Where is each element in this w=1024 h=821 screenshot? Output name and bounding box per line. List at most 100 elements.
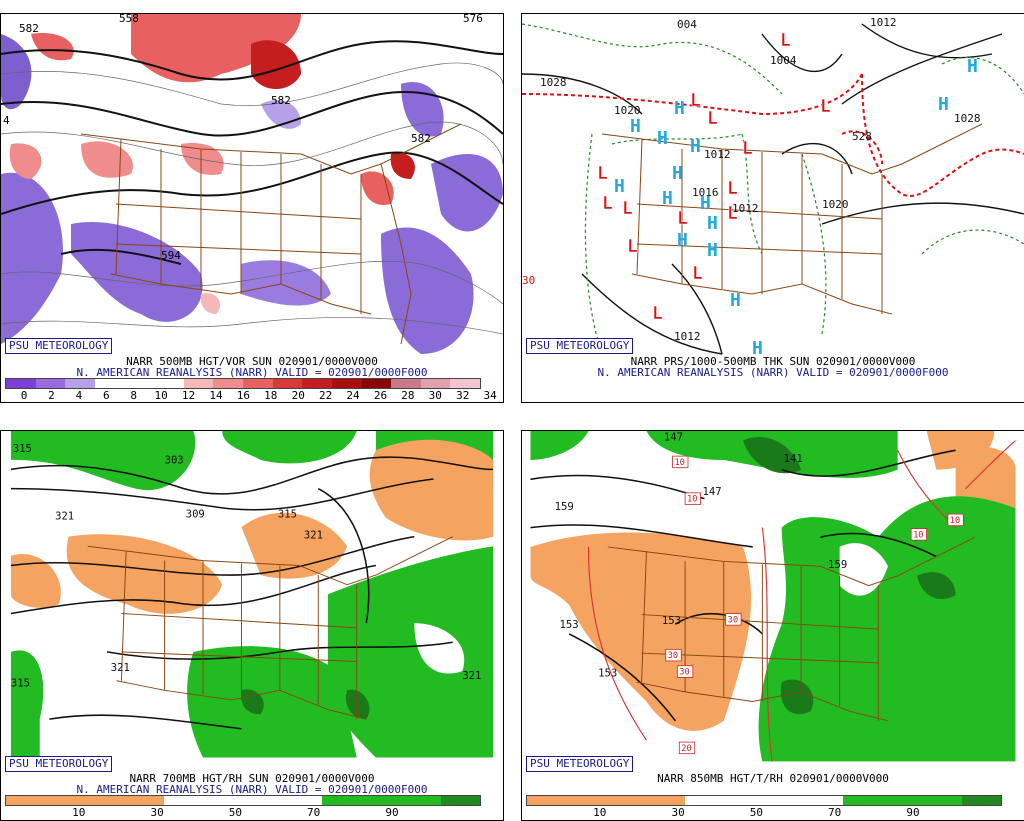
colorbar-tick-label: 70 xyxy=(307,806,321,819)
high-symbol: H xyxy=(730,290,741,311)
contour-label-12: 528 xyxy=(852,130,872,143)
panel-700mb-rh: 315 303 321 309 315 321 315 321 321 PSU … xyxy=(0,430,504,821)
low-symbol: L xyxy=(677,208,688,229)
contour-label-3: 1004 xyxy=(770,54,797,67)
colorbar-tick-label: 10 xyxy=(154,389,168,402)
temp-label-7: 30 xyxy=(679,667,689,677)
colorbar-swatch xyxy=(803,796,843,805)
colorbar-tick-label: 30 xyxy=(428,389,442,402)
contour-label-8: 1012 xyxy=(732,202,759,215)
high-symbol: H xyxy=(707,240,718,261)
temp-label-4: 10 xyxy=(950,516,960,526)
colorbar-swatch xyxy=(606,796,646,805)
panel-850mb-temp-rh: 147 159 147 153 153 153 141 159 10 10 10… xyxy=(521,430,1024,821)
contour-label-2: 303 xyxy=(165,455,184,467)
colorbar-ticks: 0 2 4 6 8 10 12 14 16 18 20 22 24 26 28 30 32 34 xyxy=(5,389,497,402)
contour-label-4: 309 xyxy=(186,508,205,520)
colorbar-swatch xyxy=(391,379,421,388)
colorbar-swatch xyxy=(124,379,155,388)
colorbar-swatch xyxy=(243,379,273,388)
low-symbol: L xyxy=(727,178,738,199)
low-symbol: L xyxy=(727,203,738,224)
high-symbol: H xyxy=(690,136,701,157)
high-symbol: H xyxy=(662,188,673,209)
colorbar-swatch xyxy=(243,796,283,805)
contour-label-1: 315 xyxy=(13,443,32,455)
colorbar-rh xyxy=(526,795,1002,806)
high-symbol: H xyxy=(677,230,688,251)
high-symbol: H xyxy=(614,176,625,197)
panel-subtitle: N. AMERICAN REANALYSIS (NARR) VALID = 02… xyxy=(597,366,949,379)
colorbar-tick-label: 6 xyxy=(102,389,110,402)
contour-label-10: 1012 xyxy=(674,330,701,343)
contour-label-3: 582 xyxy=(271,94,291,107)
colorbar-tick-label: 24 xyxy=(346,389,360,402)
colorbar-vorticity xyxy=(5,378,481,389)
colorbar-tick-label: 28 xyxy=(401,389,415,402)
contour-label-4: 1012 xyxy=(870,16,897,29)
colorbar-tick-label: 34 xyxy=(483,389,497,402)
temp-label-2: 10 xyxy=(687,495,697,505)
low-symbol: L xyxy=(627,236,638,257)
psu-logo: PSU METEOROLOGY xyxy=(526,338,634,354)
colorbar-tick-label: 30 xyxy=(150,806,164,819)
high-symbol: H xyxy=(752,338,763,359)
colorbar-swatch xyxy=(272,379,303,388)
colorbar-swatch xyxy=(420,379,451,388)
low-symbol: L xyxy=(820,96,831,117)
high-symbol: H xyxy=(700,193,711,214)
panel-subtitle: N. AMERICAN REANALYSIS (NARR) VALID = 02… xyxy=(76,783,428,796)
colorbar-swatch xyxy=(183,379,214,388)
colorbar-swatch xyxy=(961,796,1001,805)
colorbar-swatch xyxy=(164,796,204,805)
low-symbol: L xyxy=(690,90,701,111)
contour-label-4: 153 xyxy=(559,618,578,631)
colorbar-swatch xyxy=(685,796,725,805)
panel-title: NARR 500MB HGT/VOR SUN 020901/0000V000 xyxy=(126,355,378,368)
colorbar-swatch xyxy=(94,379,125,388)
colorbar-swatch xyxy=(322,796,362,805)
colorbar-tick-label: 32 xyxy=(456,389,470,402)
low-symbol: L xyxy=(780,30,791,51)
colorbar-tick-label: 20 xyxy=(291,389,305,402)
colorbar-swatch xyxy=(401,796,441,805)
high-symbol: H xyxy=(967,56,978,77)
map-700mb-rh: 315 303 321 309 315 321 315 321 321 xyxy=(10,431,494,758)
low-symbol: L xyxy=(652,303,663,324)
colorbar-tick-label: 8 xyxy=(130,389,138,402)
colorbar-tick-label: 30 xyxy=(671,806,685,819)
contour-label-5: 1020 xyxy=(614,104,641,117)
temp-label-1: 10 xyxy=(674,458,684,468)
panel-subtitle: N. AMERICAN REANALYSIS (NARR) VALID = 02… xyxy=(76,366,428,379)
map-500mb-vorticity: 582 558 582 594 576 582 4 xyxy=(1,14,503,368)
colorbar-swatch xyxy=(566,796,606,805)
colorbar-tick-label: 90 xyxy=(906,806,920,819)
colorbar-tick-label: 4 xyxy=(75,389,83,402)
colorbar-swatch xyxy=(450,379,480,388)
high-symbol: H xyxy=(657,128,668,149)
contour-label-5: 153 xyxy=(662,614,681,627)
contour-label-8: 159 xyxy=(828,558,847,571)
contour-label-2: 004 xyxy=(677,18,697,31)
contour-label-2: 558 xyxy=(119,14,139,25)
high-symbol: H xyxy=(672,163,683,184)
colorbar-swatch xyxy=(85,796,125,805)
panel-title: NARR 700MB HGT/RH SUN 020901/0000V000 xyxy=(129,772,375,785)
high-symbol: H xyxy=(630,116,641,137)
psu-logo: PSU METEOROLOGY xyxy=(5,338,113,354)
contour-label-9: 1020 xyxy=(822,198,849,211)
contour-label-6: 582 xyxy=(411,132,431,145)
colorbar-swatch xyxy=(302,379,332,388)
temp-label-6: 30 xyxy=(668,651,678,661)
low-symbol: L xyxy=(602,193,613,214)
contour-label-1: 582 xyxy=(19,22,39,35)
colorbar-tick-label: 50 xyxy=(749,806,763,819)
colorbar-tick-label: 0 xyxy=(20,389,28,402)
high-symbol: H xyxy=(707,213,718,234)
psu-logo: PSU METEOROLOGY xyxy=(5,756,113,772)
contour-label-5: 315 xyxy=(278,508,297,520)
panel-title: NARR 850MB HGT/T/RH 020901/0000V000 xyxy=(657,772,889,785)
colorbar-tick-label: 14 xyxy=(209,389,223,402)
temp-label-8: 20 xyxy=(681,744,691,754)
contour-label-9: 321 xyxy=(462,670,481,682)
